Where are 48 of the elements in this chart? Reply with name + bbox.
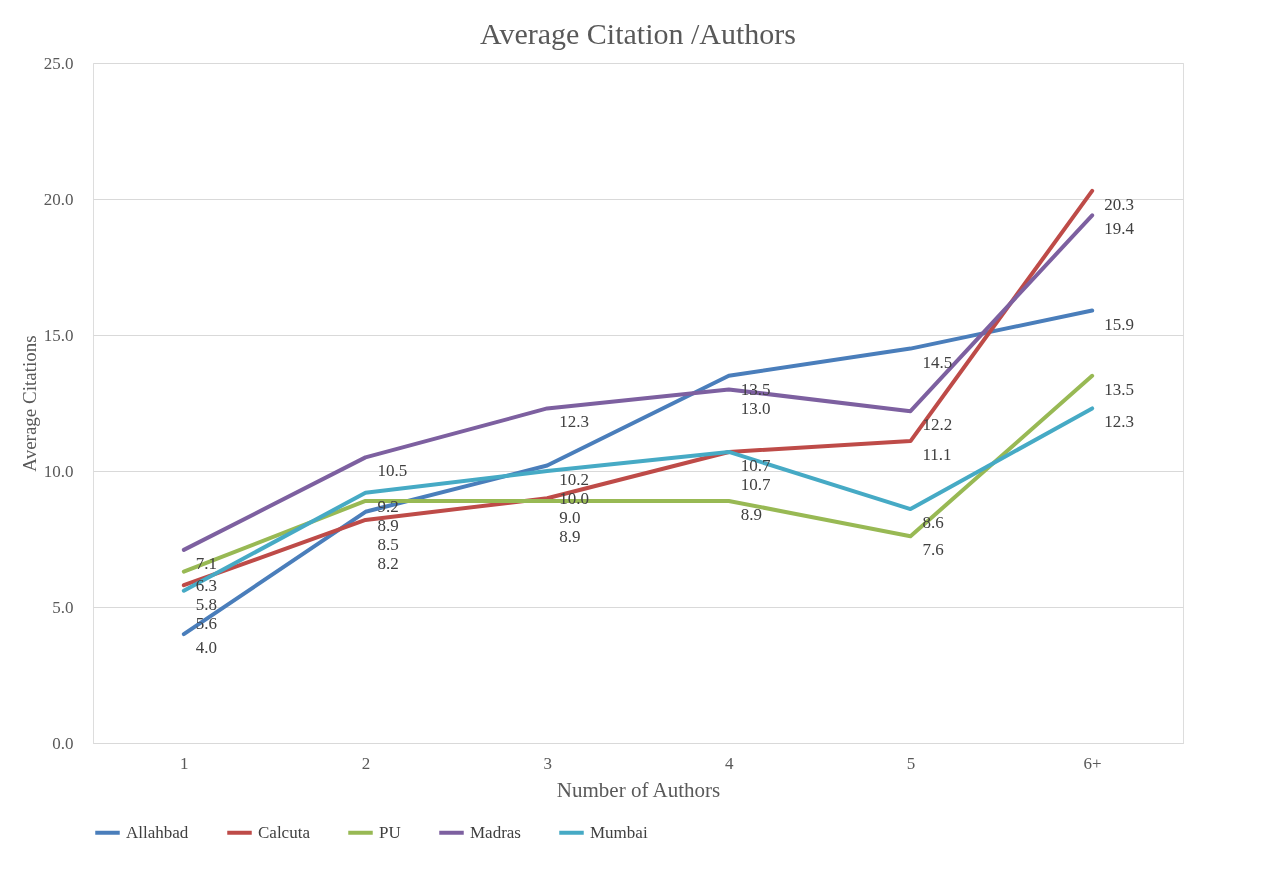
x-tick-label: 6+ — [1083, 753, 1102, 773]
data-label: 5.8 — [195, 594, 218, 614]
data-label: 10.5 — [377, 461, 408, 481]
legend-label: Allahbad — [126, 822, 189, 842]
data-label: 19.4 — [1104, 219, 1135, 239]
data-label: 7.6 — [922, 540, 944, 560]
data-label: 8.9 — [559, 526, 581, 546]
y-tick-label: 0.0 — [52, 733, 74, 753]
data-label: 9.0 — [559, 507, 581, 527]
data-label: 9.2 — [377, 496, 399, 516]
legend-label: Mumbai — [590, 822, 648, 842]
data-label: 10.2 — [559, 469, 589, 489]
data-label: 20.3 — [1104, 194, 1134, 214]
data-label: 12.3 — [1104, 412, 1134, 432]
y-tick-label: 5.0 — [52, 597, 74, 617]
y-tick-label: 10.0 — [43, 461, 74, 481]
data-label: 10.0 — [559, 488, 589, 508]
line-series — [181, 373, 1095, 574]
x-tick-label: 4 — [725, 753, 735, 773]
data-label: 8.9 — [740, 504, 763, 524]
legend-label: Madras — [470, 822, 521, 842]
data-label: 12.3 — [559, 412, 589, 432]
x-tick-label: 1 — [180, 753, 189, 773]
data-label: 4.0 — [195, 638, 218, 658]
data-label: 8.5 — [377, 534, 399, 554]
y-tick-label: 25.0 — [43, 53, 74, 73]
x-axis-title: Number of Authors — [556, 777, 721, 802]
data-label: 12.2 — [922, 415, 953, 435]
data-label: 14.5 — [922, 352, 953, 372]
data-label: 15.9 — [1104, 314, 1134, 334]
data-label: 10.7 — [740, 455, 772, 475]
data-label: 8.2 — [377, 553, 399, 573]
data-label: 10.7 — [740, 474, 772, 494]
x-tick-label: 5 — [906, 753, 916, 773]
x-tick-label: 3 — [543, 753, 552, 773]
y-tick-label: 15.0 — [43, 325, 74, 345]
chart-title: Average Citation /Authors — [479, 17, 797, 50]
legend-label: Calcuta — [258, 822, 311, 842]
y-tick-label: 20.0 — [43, 189, 74, 209]
data-label: 6.3 — [195, 575, 218, 595]
data-label: 13.5 — [1104, 379, 1134, 399]
data-label: 13.0 — [740, 398, 771, 418]
legend-label: PU — [379, 822, 401, 842]
x-tick-label: 2 — [361, 753, 371, 773]
data-label: 11.1 — [922, 445, 952, 465]
y-axis-title: Average Citations — [18, 335, 40, 472]
data-label: 8.6 — [922, 513, 944, 533]
data-label: 8.9 — [377, 515, 399, 535]
